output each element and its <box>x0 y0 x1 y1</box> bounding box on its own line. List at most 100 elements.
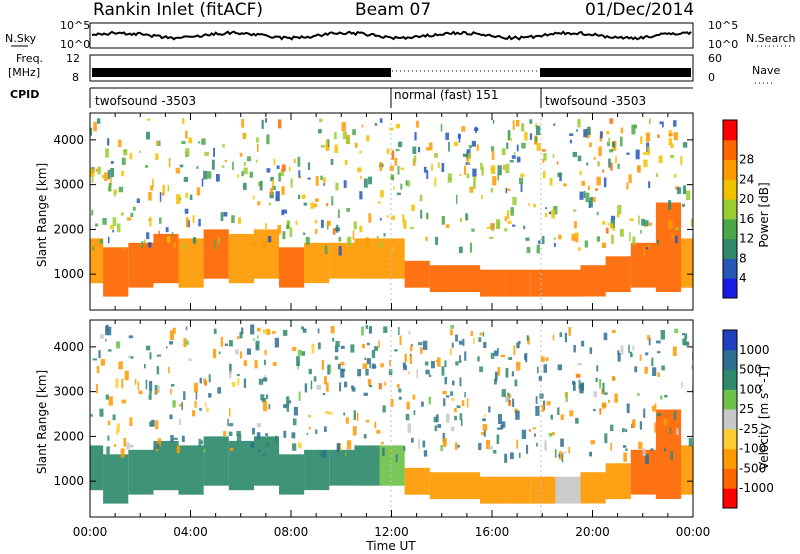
power-scatter-echo <box>396 192 401 195</box>
velocity-scatter-echo <box>334 356 339 360</box>
velocity-scatter-echo <box>508 357 513 360</box>
velocity-scatter-echo <box>198 438 202 447</box>
velocity-scatter-echo <box>681 382 683 388</box>
power-scatter-echo <box>224 160 227 163</box>
velocity-scatter-echo <box>237 336 240 340</box>
velocity-colorbar: 1000 500 100 25 -25 -100 -500 -1000 <box>722 329 774 509</box>
power-scatter-echo <box>188 137 193 144</box>
power-colorbar-tick: 24 <box>739 172 754 186</box>
power-scatter-echo <box>590 197 593 200</box>
nsky-frame <box>89 22 694 49</box>
power-scatter-echo <box>213 147 215 157</box>
power-scatter-echo <box>648 222 652 226</box>
velocity-echo-cell-0 <box>90 445 104 491</box>
velocity-scatter-echo <box>691 365 693 369</box>
velocity-scatter-echo <box>637 392 640 396</box>
velocity-scatter-echo <box>357 369 362 377</box>
velocity-scatter-echo <box>229 447 234 452</box>
power-scatter-echo <box>586 162 589 166</box>
velocity-scatter-echo <box>565 391 567 398</box>
velocity-scatter-echo <box>581 340 585 347</box>
velocity-scatter-echo <box>350 344 355 353</box>
velocity-scatter-echo <box>195 390 198 400</box>
power-echo-cell-21 <box>605 256 631 293</box>
velocity-scatter-echo <box>660 330 665 340</box>
velocity-scatter-echo <box>416 369 419 379</box>
power-scatter-echo <box>611 215 616 220</box>
velocity-scatter-echo <box>239 351 242 359</box>
velocity-echo-cell-5 <box>203 436 229 486</box>
power-scatter-echo <box>281 186 285 195</box>
power-scatter-echo <box>668 220 673 229</box>
velocity-scatter-echo <box>366 342 370 346</box>
velocity-scatter-echo <box>264 350 267 355</box>
nave-tick-bottom: 0 <box>708 71 715 84</box>
power-scatter-echo <box>535 136 538 143</box>
velocity-scatter-echo <box>121 399 126 404</box>
velocity-scatter-echo <box>149 388 152 395</box>
velocity-scatter-echo <box>455 334 458 342</box>
velocity-scatter-echo <box>601 402 607 409</box>
power-echo-cell-8 <box>279 247 305 288</box>
velocity-colorbar-tick: 100 <box>739 382 762 396</box>
power-colorbar-tick: 8 <box>739 251 747 265</box>
velocity-scatter-echo <box>418 342 423 346</box>
power-scatter-echo <box>425 236 428 241</box>
power-scatter-echo <box>121 247 126 250</box>
power-scatter-echo <box>473 181 476 189</box>
power-panel: 1000 2000 3000 4000 Slant Range [km] <box>35 112 694 311</box>
power-scatter-echo <box>277 224 282 235</box>
velocity-scatter-echo <box>322 392 326 396</box>
velocity-scatter-echo <box>617 350 620 355</box>
velocity-scatter-echo <box>454 442 458 450</box>
power-scatter-echo <box>261 119 264 129</box>
power-scatter-echo <box>278 172 281 182</box>
power-scatter-echo <box>161 193 165 196</box>
velocity-scatter-echo <box>435 360 439 363</box>
power-scatter-echo <box>608 137 611 144</box>
power-scatter-echo <box>506 142 509 149</box>
velocity-scatter-echo <box>185 326 188 331</box>
power-echo-cell-12 <box>379 238 405 279</box>
velocity-scatter-echo <box>411 437 414 443</box>
power-scatter-echo <box>626 152 630 155</box>
velocity-scatter-echo <box>310 380 313 390</box>
power-scatter-echo <box>640 229 642 234</box>
velocity-scatter-echo <box>208 374 211 383</box>
velocity-scatter-echo <box>406 401 410 410</box>
velocity-scatter-echo <box>204 402 207 407</box>
power-scatter-echo <box>616 212 620 218</box>
velocity-scatter-echo <box>412 394 416 400</box>
velocity-scatter-echo <box>306 432 309 436</box>
velocity-scatter-echo <box>292 443 297 451</box>
velocity-scatter-echo <box>661 365 665 371</box>
velocity-scatter-echo <box>224 343 228 346</box>
velocity-scatter-echo <box>557 364 562 371</box>
power-scatter-echo <box>255 159 258 163</box>
velocity-scatter-echo <box>569 410 574 417</box>
power-scatter-echo <box>293 158 296 164</box>
velocity-scatter-echo <box>236 374 240 377</box>
velocity-scatter-echo <box>208 393 212 398</box>
velocity-scatter-echo <box>543 364 547 373</box>
power-scatter-echo <box>593 197 596 203</box>
power-scatter-echo <box>551 209 555 219</box>
power-scatter-echo <box>659 121 664 125</box>
velocity-scatter-echo <box>311 343 315 354</box>
velocity-scatter-echo <box>339 382 342 392</box>
power-scatter-echo <box>440 123 443 132</box>
velocity-scatter-echo <box>533 433 536 437</box>
velocity-scatter-echo <box>185 340 189 345</box>
velocity-echo-cell-1 <box>103 454 129 504</box>
power-scatter-echo <box>577 155 582 162</box>
velocity-scatter-echo <box>452 380 455 386</box>
velocity-scatter-echo <box>336 443 340 453</box>
power-scatter-echo <box>110 224 114 229</box>
velocity-scatter-echo <box>490 352 495 359</box>
velocity-scatter-echo <box>369 363 371 369</box>
power-scatter-echo <box>315 198 319 202</box>
velocity-scatter-echo <box>146 345 151 351</box>
power-scatter-echo <box>331 196 334 206</box>
cpid-segment-label-1: twofsound -3503 <box>95 94 196 108</box>
